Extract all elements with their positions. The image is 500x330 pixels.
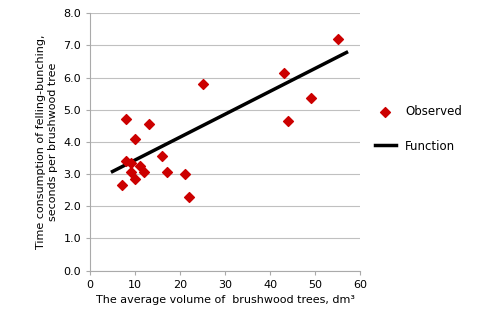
Observed: [284, 118, 292, 124]
Observed: [118, 183, 126, 188]
Observed: [126, 170, 134, 175]
Observed: [122, 159, 130, 164]
Observed: [306, 96, 314, 101]
Observed: [144, 121, 152, 127]
Legend: Observed, Function: Observed, Function: [368, 100, 468, 158]
Observed: [280, 70, 287, 75]
Observed: [131, 176, 139, 182]
Observed: [122, 117, 130, 122]
X-axis label: The average volume of  brushwood trees, dm³: The average volume of brushwood trees, d…: [96, 295, 354, 305]
Observed: [136, 163, 143, 169]
Observed: [198, 82, 206, 87]
Observed: [158, 154, 166, 159]
Observed: [185, 194, 193, 199]
Observed: [131, 136, 139, 141]
Observed: [162, 170, 170, 175]
Observed: [334, 36, 342, 42]
Observed: [180, 172, 188, 177]
Y-axis label: Time consumption of felling-bunching,
seconds per brushwood tree: Time consumption of felling-bunching, se…: [36, 35, 58, 249]
Observed: [126, 160, 134, 165]
Observed: [140, 170, 148, 175]
